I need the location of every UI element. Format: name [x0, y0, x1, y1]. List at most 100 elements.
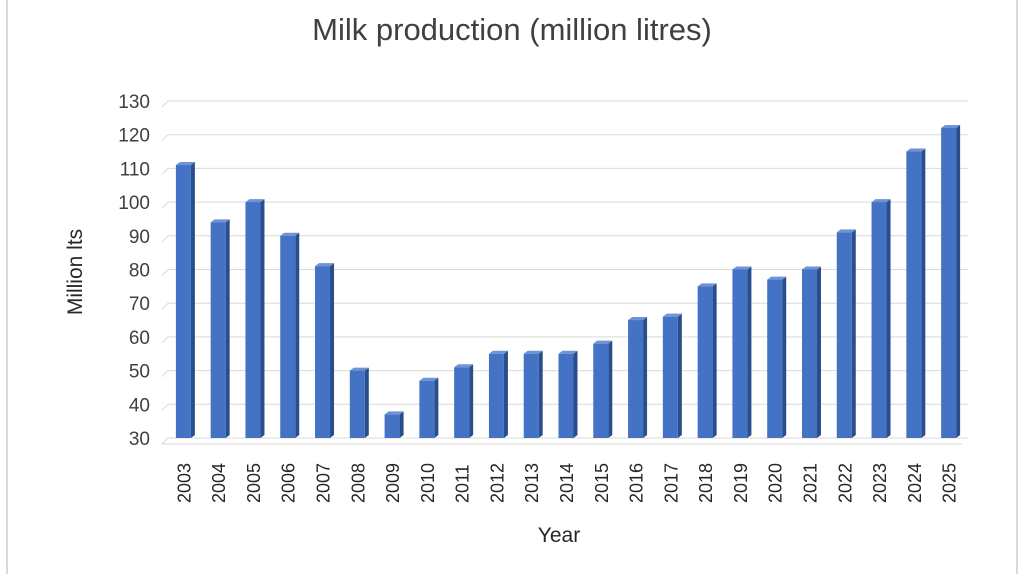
bar-top	[210, 219, 230, 223]
bars	[175, 124, 961, 439]
bar-front	[941, 127, 957, 439]
bar-side	[851, 229, 856, 438]
bar-front	[419, 380, 435, 438]
y-tick-label: 60	[129, 328, 150, 349]
bar-top	[384, 411, 404, 415]
gridline-depth-50	[161, 370, 169, 377]
x-tick-label: 2022	[835, 463, 855, 503]
bar-top	[593, 340, 613, 344]
bar-2009	[384, 411, 404, 438]
x-tick-label: 2021	[800, 463, 820, 503]
bar-top	[349, 367, 369, 371]
bar-side	[364, 367, 369, 438]
x-tick-label: 2017	[661, 463, 681, 503]
bar-front	[871, 202, 887, 438]
chart-frame	[6, 0, 1018, 574]
bar-top	[941, 124, 961, 128]
bar-top	[836, 229, 856, 233]
bar-top	[245, 199, 265, 203]
y-tick-label: 50	[129, 362, 150, 383]
bar-top	[871, 199, 891, 203]
y-tick-label: 90	[129, 227, 150, 248]
gridline-depth-80	[161, 269, 169, 276]
bar-front	[593, 343, 609, 438]
y-tick-label: 110	[120, 159, 150, 180]
bar-2024	[906, 148, 926, 439]
bar-2013	[523, 350, 543, 438]
x-tick-label: 2023	[870, 463, 890, 503]
y-tick-label: 120	[118, 126, 150, 147]
bar-side	[469, 364, 474, 438]
x-tick-label: 2003	[174, 463, 194, 503]
gridline-depth-70	[161, 302, 169, 310]
bar-side	[330, 263, 335, 438]
bar-top	[419, 377, 439, 381]
bar-top	[280, 232, 300, 236]
bar-top	[628, 317, 648, 321]
bar-2008	[349, 367, 369, 438]
bar-top	[801, 266, 821, 270]
x-tick-label: 2010	[418, 463, 438, 503]
bar-side	[677, 313, 682, 438]
bar-2018	[697, 283, 717, 438]
bar-side	[295, 232, 300, 438]
gridline-depth-30	[161, 437, 169, 445]
x-tick-label: 2015	[592, 463, 612, 503]
x-tick-label: 2004	[209, 463, 229, 503]
x-tick-label: 2020	[766, 463, 786, 503]
bar-front	[558, 353, 574, 438]
bar-2023	[871, 199, 891, 438]
gridline-depth-110	[161, 168, 169, 175]
bar-top	[175, 162, 195, 166]
bar-top	[523, 350, 543, 354]
x-tick-label: 2014	[557, 463, 577, 503]
bar-side	[260, 199, 265, 438]
bar-front	[349, 370, 365, 438]
bar-2017	[662, 313, 682, 438]
bar-top	[697, 283, 717, 287]
bar-top	[488, 350, 508, 354]
bar-side	[886, 199, 891, 438]
bar-front	[315, 266, 331, 438]
bar-side	[782, 276, 787, 438]
bar-side	[643, 317, 648, 438]
bar-2021	[801, 266, 821, 438]
bar-side	[225, 219, 230, 438]
bar-2025	[941, 124, 961, 439]
bar-front	[175, 165, 191, 438]
bar-side	[816, 266, 821, 438]
bar-front	[384, 414, 400, 438]
bar-side	[747, 266, 752, 438]
bar-side	[190, 162, 195, 438]
bar-front	[732, 269, 748, 438]
x-tick-label: 2019	[731, 463, 751, 503]
x-tick-label: 2012	[487, 463, 507, 503]
y-tick-label: 100	[118, 193, 150, 214]
bar-front	[697, 286, 713, 438]
bar-top	[454, 364, 474, 368]
bar-2014	[558, 350, 578, 438]
bar-front	[488, 353, 504, 438]
bar-front	[245, 202, 261, 438]
bar-top	[906, 148, 926, 152]
bar-top	[315, 263, 335, 267]
bar-front	[662, 316, 678, 438]
x-tick-label: 2025	[940, 463, 960, 503]
bar-side	[503, 350, 508, 438]
chart-title: Milk production (million litres)	[312, 12, 712, 47]
bar-2016	[628, 317, 648, 438]
bar-2022	[836, 229, 856, 438]
gridline-depth-90	[161, 235, 169, 243]
y-tick-label: 130	[118, 92, 150, 113]
x-tick-label: 2024	[905, 463, 925, 503]
gridline-depth-60	[161, 336, 169, 344]
bar-front	[906, 151, 922, 439]
gridline-depth-100	[161, 201, 169, 209]
bar-side	[538, 350, 543, 438]
x-tick-label: 2009	[383, 463, 403, 503]
bar-side	[434, 377, 439, 438]
bar-front	[628, 320, 644, 438]
x-tick-label: 2018	[696, 463, 716, 503]
bar-2004	[210, 219, 230, 438]
